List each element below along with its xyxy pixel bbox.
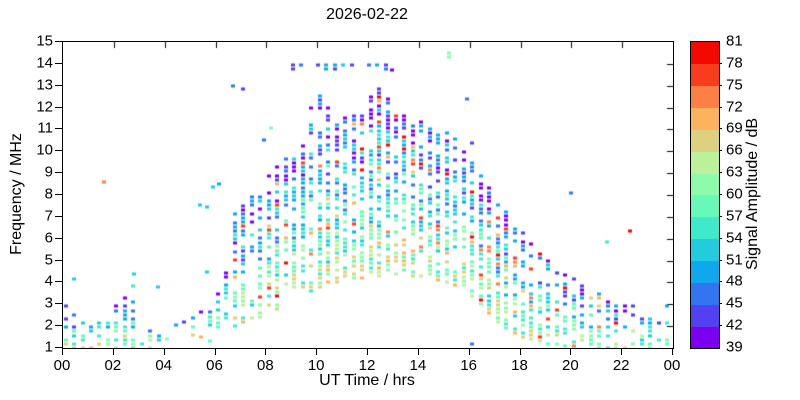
x-tick	[417, 348, 419, 355]
colorbar-tick-label: 39	[726, 338, 743, 356]
chart-title: 2026-02-22	[326, 6, 408, 23]
x-tick	[214, 348, 216, 355]
x-tick	[367, 348, 368, 355]
x-tick-label: 16	[460, 357, 477, 374]
x-tick	[163, 348, 165, 355]
y-tick	[55, 41, 62, 42]
y-tick	[55, 259, 62, 261]
y-tick-label: 10	[36, 141, 53, 159]
x-tick-label: 10	[307, 357, 325, 374]
x-tick-label: 08	[256, 357, 274, 374]
y-tick	[55, 303, 62, 305]
y-tick	[55, 128, 62, 130]
x-tick	[621, 348, 623, 355]
y-tick	[55, 194, 62, 195]
colorbar-tick-label: 78	[726, 54, 743, 72]
y-tick-label: 5	[44, 251, 53, 269]
colorbar-tick-label: 63	[726, 163, 743, 181]
y-tick	[55, 84, 62, 86]
y-tick-label: 12	[36, 98, 53, 116]
x-axis-label: UT Time / hrs	[319, 372, 415, 389]
y-tick-label: 7	[44, 207, 53, 225]
colorbar-tick-label: 42	[726, 316, 743, 334]
y-tick	[55, 62, 62, 64]
colorbar-band	[691, 173, 719, 196]
colorbar-band	[691, 282, 719, 305]
y-tick	[55, 150, 62, 152]
y-tick-label: 13	[36, 76, 53, 94]
colorbar-tick-label: 54	[726, 229, 743, 247]
x-tick-label: 02	[104, 357, 122, 374]
x-tick	[519, 348, 521, 355]
colorbar	[690, 41, 720, 349]
x-tick	[672, 348, 673, 355]
data-points-canvas	[63, 42, 673, 348]
y-tick	[55, 172, 62, 174]
y-tick	[55, 347, 62, 348]
y-tick-label: 4	[44, 272, 53, 290]
colorbar-band	[691, 195, 719, 218]
colorbar-band	[691, 129, 719, 152]
y-tick	[55, 325, 62, 327]
x-tick-label: 14	[409, 357, 427, 374]
colorbar-band	[691, 85, 719, 109]
colorbar-band	[691, 63, 719, 87]
x-tick	[265, 348, 267, 355]
colorbar-tick-label: 75	[726, 76, 743, 94]
colorbar-band	[691, 238, 719, 262]
colorbar-band	[691, 304, 719, 327]
y-tick-label: 15	[36, 32, 53, 50]
y-tick-label: 1	[44, 338, 53, 356]
colorbar-band	[691, 216, 719, 240]
colorbar-label: Signal Amplitude / dB	[744, 117, 761, 271]
colorbar-tick-label: 60	[726, 185, 743, 203]
colorbar-tick-label: 45	[726, 294, 743, 312]
y-tick-label: 8	[44, 185, 53, 203]
colorbar-tick-label: 69	[726, 119, 743, 137]
colorbar-tick-label: 81	[726, 32, 743, 50]
y-tick-label: 2	[44, 316, 53, 334]
x-tick-label: 18	[511, 357, 528, 374]
y-axis-label: Frequency / MHz	[8, 133, 25, 255]
y-tick-label: 11	[37, 119, 53, 137]
y-tick-label: 6	[44, 229, 53, 247]
plot-area	[62, 41, 674, 349]
x-tick-label: 06	[206, 357, 223, 374]
colorbar-band	[691, 326, 719, 349]
x-tick-label: 12	[358, 357, 376, 374]
colorbar-tick-label: 57	[726, 207, 743, 225]
y-tick-label: 14	[36, 54, 53, 72]
x-tick	[316, 348, 318, 355]
colorbar-tick-label: 66	[726, 141, 743, 159]
colorbar-band	[691, 151, 719, 174]
y-tick	[55, 106, 62, 108]
colorbar-tick-label: 72	[726, 98, 743, 116]
x-tick-label: 22	[612, 357, 630, 374]
y-tick-label: 9	[44, 163, 53, 181]
y-tick	[55, 215, 62, 217]
y-tick-label: 3	[44, 294, 53, 312]
x-tick-label: 20	[561, 357, 579, 374]
x-tick-label: 00	[663, 357, 681, 374]
colorbar-band	[691, 260, 719, 283]
y-tick	[55, 237, 62, 239]
x-tick	[62, 348, 63, 355]
x-tick-label: 04	[155, 357, 172, 374]
x-tick	[570, 348, 572, 355]
colorbar-band	[691, 107, 719, 130]
x-tick	[468, 348, 470, 355]
y-tick	[55, 281, 62, 283]
x-tick	[112, 348, 114, 355]
x-tick-label: 00	[53, 357, 71, 374]
colorbar-tick-label: 48	[726, 272, 743, 290]
colorbar-band	[691, 42, 719, 65]
colorbar-tick-label: 51	[726, 251, 743, 269]
